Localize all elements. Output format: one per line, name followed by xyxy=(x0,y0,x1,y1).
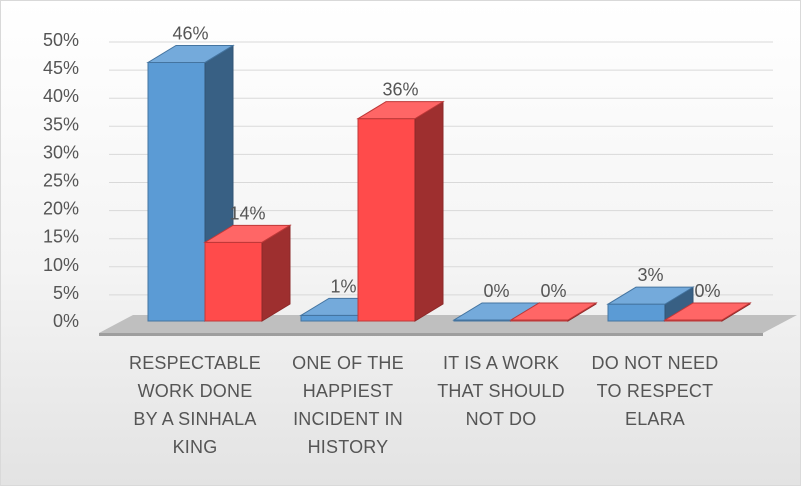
y-tick-label: 25% xyxy=(43,171,79,191)
bar-side xyxy=(414,100,444,322)
bar-front xyxy=(357,118,416,322)
data-label: 46% xyxy=(172,23,208,43)
y-tick-label: 35% xyxy=(43,114,79,134)
category-label: ONE OF THE HAPPIEST INCIDENT IN HISTORY xyxy=(292,353,404,457)
bar-front xyxy=(300,314,359,322)
y-tick-label: 45% xyxy=(43,58,79,78)
category-label: RESPECTABLE WORK DONE BY A SINHALA KING xyxy=(129,353,261,457)
y-tick-label: 15% xyxy=(43,227,79,247)
bar-front xyxy=(204,241,263,322)
bar-top xyxy=(203,224,292,243)
bar-front xyxy=(147,61,206,322)
data-label: 3% xyxy=(637,265,663,285)
category-label: IT IS A WORK THAT SHOULD NOT DO xyxy=(437,353,565,429)
y-tick-label: 40% xyxy=(43,86,79,106)
bar-top xyxy=(509,302,598,321)
y-tick-label: 50% xyxy=(43,30,79,50)
y-tick-label: 5% xyxy=(53,283,79,303)
data-label: 0% xyxy=(694,281,720,301)
chart-floor-edge xyxy=(99,333,763,336)
bar-front xyxy=(607,303,666,322)
category-label: DO NOT NEED TO RESPECT ELARA xyxy=(592,353,719,429)
data-label: 1% xyxy=(330,276,356,296)
y-tick-label: 30% xyxy=(43,142,79,162)
data-label: 14% xyxy=(229,203,265,223)
y-tick-label: 0% xyxy=(53,311,79,331)
bar-top xyxy=(606,286,695,305)
y-tick-label: 10% xyxy=(43,255,79,275)
data-label: 0% xyxy=(483,281,509,301)
bar-top xyxy=(356,101,445,120)
bar-top xyxy=(146,44,235,63)
data-label: 0% xyxy=(540,281,566,301)
y-tick-label: 20% xyxy=(43,199,79,219)
bar-top xyxy=(663,302,752,321)
data-label: 36% xyxy=(382,80,418,100)
